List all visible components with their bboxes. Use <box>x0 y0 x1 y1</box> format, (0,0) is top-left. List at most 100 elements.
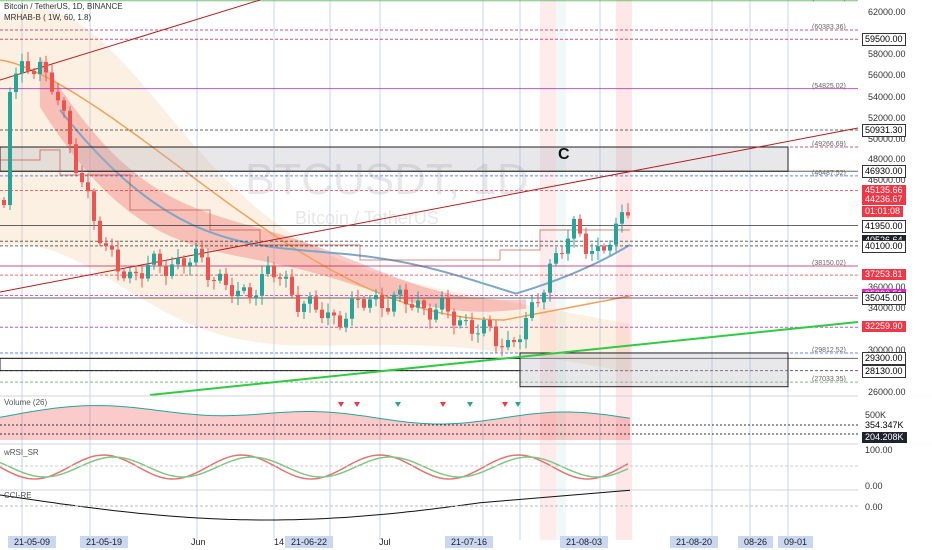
price-label-01-01-08: 01:01:08 <box>862 205 904 217</box>
volume-line <box>0 405 631 425</box>
candle-body-48 <box>290 276 294 295</box>
candle-body-69 <box>416 300 420 308</box>
candle-body-8 <box>50 72 54 92</box>
candle-body-45 <box>272 265 276 278</box>
candle-body-55 <box>332 312 336 316</box>
candle-body-96 <box>578 218 582 234</box>
candle-body-43 <box>260 273 264 296</box>
cci-pane-title: CCI-RE <box>4 491 32 500</box>
candle-body-1 <box>8 92 12 205</box>
highlight-column-1 <box>616 0 632 540</box>
price-label-50931-30: 50931.30 <box>862 123 906 137</box>
volume-signal-marker-3 <box>440 402 446 407</box>
trendline-resistance <box>0 127 859 293</box>
price-label-40100-00: 40100.00 <box>862 239 906 253</box>
highlight-column-2 <box>556 0 566 540</box>
candle-body-42 <box>254 295 258 299</box>
candle-body-83 <box>500 346 504 348</box>
cloud-ribbon <box>40 56 526 312</box>
y-tick-50000-00: 50000.00 <box>868 133 906 144</box>
candle-body-86 <box>518 339 522 343</box>
trendline-upper <box>0 0 261 81</box>
support-zone-left <box>0 357 521 372</box>
date-tick-21-06-22: 21-06-22 <box>285 536 334 548</box>
candle-body-93 <box>560 253 564 255</box>
y-tick-30000-00: 30000.00 <box>868 345 906 355</box>
y-tick-46000-00: 46000.00 <box>868 175 906 185</box>
candle-body-12 <box>74 144 78 174</box>
candle-body-58 <box>350 298 354 319</box>
y-tick-56000-00: 56000.00 <box>868 70 906 80</box>
candle-body-40 <box>242 287 246 291</box>
candle-body-62 <box>374 295 378 300</box>
candle-body-102 <box>614 223 618 245</box>
candle-body-38 <box>230 285 234 297</box>
candle-body-33 <box>200 248 204 258</box>
date-tick-jun: Jun <box>191 537 206 547</box>
candle-body-98 <box>590 251 594 254</box>
candle-body-32 <box>194 248 198 263</box>
pane-axis-label-354-347k: 354.347K <box>862 420 907 431</box>
candle-body-75 <box>452 311 456 326</box>
level-annotation-49266-69: (49266.69) <box>812 141 846 149</box>
date-tick-09-01: 09-01 <box>778 536 814 548</box>
date-tick-14: 14 <box>274 537 285 547</box>
candle-body-73 <box>440 298 444 310</box>
candle-body-57 <box>344 318 348 328</box>
candle-body-21 <box>128 271 132 279</box>
candle-body-91 <box>548 263 552 293</box>
candle-body-22 <box>134 271 138 274</box>
candle-body-16 <box>98 220 102 244</box>
candle-body-54 <box>326 312 330 319</box>
price-label-59500-00: 59500.00 <box>862 33 906 47</box>
price-label-35045-00: 35045.00 <box>862 292 906 306</box>
candle-body-39 <box>236 290 240 297</box>
candle-body-51 <box>308 296 312 304</box>
pane-axis-label-100-00: 100.00 <box>862 445 896 456</box>
level-annotation-63162-53: (63162.53) <box>812 0 846 2</box>
candle-body-19 <box>116 249 120 272</box>
candle-body-44 <box>266 265 270 274</box>
candle-body-15 <box>92 191 96 221</box>
candle-body-37 <box>224 273 228 286</box>
candle-body-99 <box>596 246 600 252</box>
candle-body-88 <box>530 302 534 318</box>
date-tick-21-08-20: 21-08-20 <box>670 536 719 548</box>
volume-signal-marker-1 <box>354 402 360 407</box>
candle-body-41 <box>248 287 252 299</box>
candle-body-87 <box>524 317 528 340</box>
candle-body-10 <box>62 100 66 111</box>
level-annotation-38150-02: (38150.02) <box>812 259 846 267</box>
price-label-28130-00: 28130.00 <box>862 364 906 378</box>
candle-body-71 <box>428 308 432 320</box>
volume-signal-marker-5 <box>502 402 508 407</box>
candle-body-74 <box>446 298 450 312</box>
price-label-29300-00: 29300.00 <box>862 352 906 366</box>
candle-body-59 <box>356 298 360 300</box>
candle-body-14 <box>86 182 90 192</box>
y-tick-26000-00: 26000.00 <box>868 387 906 397</box>
candle-body-64 <box>386 308 390 312</box>
candle-body-77 <box>464 320 468 322</box>
candle-body-60 <box>362 299 366 308</box>
candle-body-76 <box>458 320 462 326</box>
candle-body-3 <box>20 61 24 74</box>
candle-body-89 <box>536 302 540 304</box>
candle-body-81 <box>488 320 492 327</box>
price-band <box>0 10 630 373</box>
indicator-legend: MRHAB-B ( 1W, 60, 1.8) <box>4 13 92 22</box>
price-label-46930-00: 46930.00 <box>862 165 906 179</box>
price-label-32259-90: 32259.90 <box>862 321 906 333</box>
candle-body-49 <box>296 294 300 312</box>
date-tick-21-07-16: 21-07-16 <box>445 536 494 548</box>
candle-body-78 <box>470 320 474 334</box>
candle-body-82 <box>494 326 498 347</box>
price-label-45135-66: 45135.66 <box>862 184 906 196</box>
candle-body-67 <box>404 289 408 305</box>
pane-axis-label-500k: 500K <box>862 410 890 421</box>
candle-body-56 <box>338 315 342 328</box>
level-annotation-29812-52: (29812.52) <box>812 346 846 354</box>
date-tick-21-05-09: 21-05-09 <box>8 536 57 548</box>
candle-body-46 <box>278 277 282 279</box>
